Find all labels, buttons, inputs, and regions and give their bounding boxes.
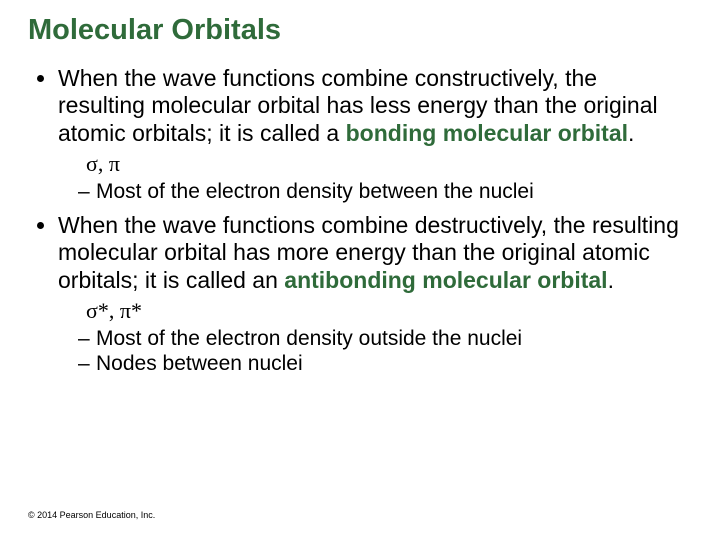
slide: Molecular Orbitals When the wave functio… [0,0,720,540]
symbol-line: σ, π [86,151,692,177]
bullet-trail: . [628,120,634,146]
sub-item: Nodes between nuclei [96,351,692,377]
bullet-trail: . [608,267,614,293]
bullet-item: When the wave functions combine destruct… [58,212,692,293]
symbol-line: σ*, π* [86,298,692,324]
title-text: Molecular Orbitals [28,14,281,46]
sub-item: Most of the electron density between the… [96,179,692,205]
bullet-list: When the wave functions combine construc… [28,65,692,146]
sub-list: Most of the electron density outside the… [80,326,692,377]
bullet-emph: bonding molecular orbital [346,120,628,146]
bullet-emph: antibonding molecular orbital [284,267,607,293]
slide-title: Molecular Orbitals [28,14,692,47]
copyright-text: © 2014 Pearson Education, Inc. [28,510,155,520]
sub-list: Most of the electron density between the… [80,179,692,205]
sub-item: Most of the electron density outside the… [96,326,692,352]
bullet-item: When the wave functions combine construc… [58,65,692,146]
bullet-list: When the wave functions combine destruct… [28,212,692,293]
